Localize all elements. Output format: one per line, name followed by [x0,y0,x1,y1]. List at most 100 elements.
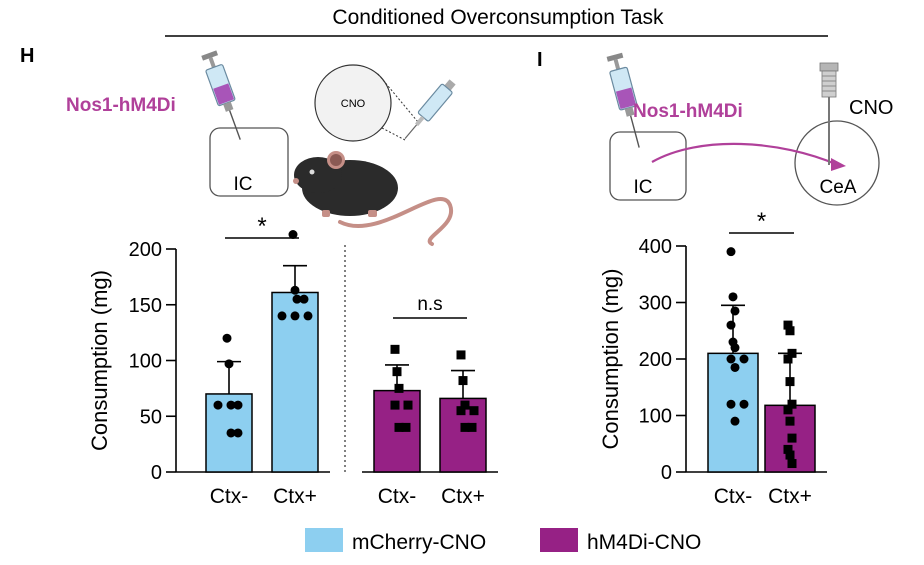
data-point [277,311,287,321]
data-point [390,344,400,354]
significance-label: * [257,213,266,240]
y-tick-label: 300 [639,293,672,315]
panel-h-virus-label: Nos1-hM4Di [66,95,176,116]
data-point [290,311,300,321]
ic-region-box [209,127,289,197]
panel-i-chart: 0 100 200 300 400 Consumption (mg) Ctx- Ctx+ * [598,208,827,508]
data-point [739,399,749,409]
data-point [785,377,795,387]
x-category-label: Ctx+ [273,485,317,508]
data-point [458,376,468,386]
x-category-label: Ctx- [714,485,753,508]
data-point [787,399,797,409]
cannula-icon [819,62,839,165]
data-point [730,416,740,426]
x-category-label: Ctx- [378,485,417,508]
data-point [224,359,234,369]
bar [707,352,759,473]
y-tick-label: 0 [661,462,672,484]
data-point [785,416,795,426]
y-tick-label: 50 [140,406,162,428]
data-point [460,400,470,410]
x-category-label: Ctx- [210,485,249,508]
panel-h-cno-label: CNO [341,98,366,110]
y-tick-label: 100 [129,351,162,373]
data-point [726,354,736,364]
data-point [783,320,793,330]
data-point [787,433,797,443]
y-tick-label: 200 [129,239,162,261]
data-point [403,400,413,410]
data-point [288,230,298,240]
data-point [730,362,740,372]
syringe-icon [201,50,241,140]
data-point [728,292,738,302]
panel-i-virus-label: Nos1-hM4Di [633,101,743,122]
x-category-label: Ctx+ [768,485,812,508]
data-point [787,348,797,358]
data-point [467,422,477,432]
data-point [456,350,466,360]
figure-title: Conditioned Overconsumption Task [332,6,664,29]
data-point [233,428,243,438]
data-point [730,343,740,353]
data-point [213,400,223,410]
significance-label: n.s [417,294,442,315]
ic-region-box [609,131,687,201]
panel-h-region-label: IC [234,174,253,195]
data-point [726,399,736,409]
data-point [392,367,402,377]
y-tick-label: 100 [639,406,672,428]
mouse-icon [293,151,454,246]
data-point [460,422,470,432]
cno-bubble [314,64,392,142]
projection-arrowhead [831,158,846,171]
cea-region-circle [794,120,880,206]
data-point [456,406,466,416]
data-point [783,444,793,454]
data-point [299,294,309,304]
panel-i-cno-label: CNO [849,97,893,119]
data-point [783,354,793,364]
data-point [726,320,736,330]
x-category-label: Ctx+ [441,485,485,508]
data-point [469,406,479,416]
y-axis-label: Consumption (mg) [87,270,112,451]
bar [271,291,319,473]
panel-i-letter: I [537,49,543,71]
data-point [226,428,236,438]
cno-syringe-icon [404,79,456,140]
data-point [394,422,404,432]
data-point [226,400,236,410]
y-tick-label: 400 [639,236,672,258]
data-point [739,354,749,364]
panel-i-region-cea: CeA [820,177,857,198]
projection-arrow [651,142,839,167]
data-point [787,459,797,469]
legend: mCherry-CNO hM4Di-CNO [305,528,701,554]
panel-h-chart: 0 50 100 150 200 Consumption (mg) Ctx- Ctx+ * Ctx… [87,213,498,508]
data-point [290,285,300,295]
y-tick-label: 0 [151,462,162,484]
data-point [222,333,232,343]
legend-label-hm4di: hM4Di-CNO [587,531,701,554]
y-tick-label: 200 [639,349,672,371]
data-point [292,294,302,304]
panel-h-letter: H [20,45,34,67]
data-point [783,405,793,415]
significance-label: * [757,208,766,235]
data-point [303,311,313,321]
data-point [726,247,736,257]
data-point [730,306,740,316]
data-point [233,400,243,410]
data-point [390,400,400,410]
data-point [785,450,795,460]
data-point [401,422,411,432]
data-point [785,326,795,336]
legend-swatch-hm4di [540,528,578,552]
legend-swatch-mcherry [305,528,343,552]
y-axis-label: Consumption (mg) [598,269,623,450]
zoom-line-top [377,73,419,123]
data-point [394,383,404,393]
